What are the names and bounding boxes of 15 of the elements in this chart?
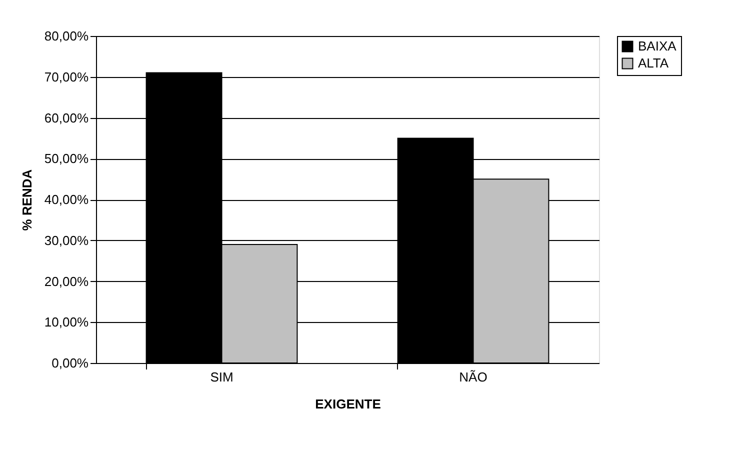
x-tick-label: SIM — [210, 370, 234, 384]
y-tick-label: 50,00% — [44, 151, 89, 166]
x-tick-label: NÃO — [459, 370, 488, 384]
y-tick-label: 40,00% — [44, 192, 89, 207]
y-tick-label: 80,00% — [44, 28, 89, 44]
y-tick-label: 60,00% — [44, 110, 89, 126]
legend-label: BAIXA — [638, 38, 677, 54]
y-tick-label: 20,00% — [44, 274, 89, 289]
legend-label: ALTA — [638, 56, 669, 70]
y-tick-label: 0,00% — [52, 356, 89, 370]
y-axis-title: % RENDA — [19, 168, 34, 231]
x-axis-title: EXIGENTE — [315, 396, 382, 412]
y-tick-label: 30,00% — [44, 232, 89, 248]
y-tick-label: 10,00% — [44, 314, 89, 330]
y-tick-label: 70,00% — [44, 69, 89, 84]
